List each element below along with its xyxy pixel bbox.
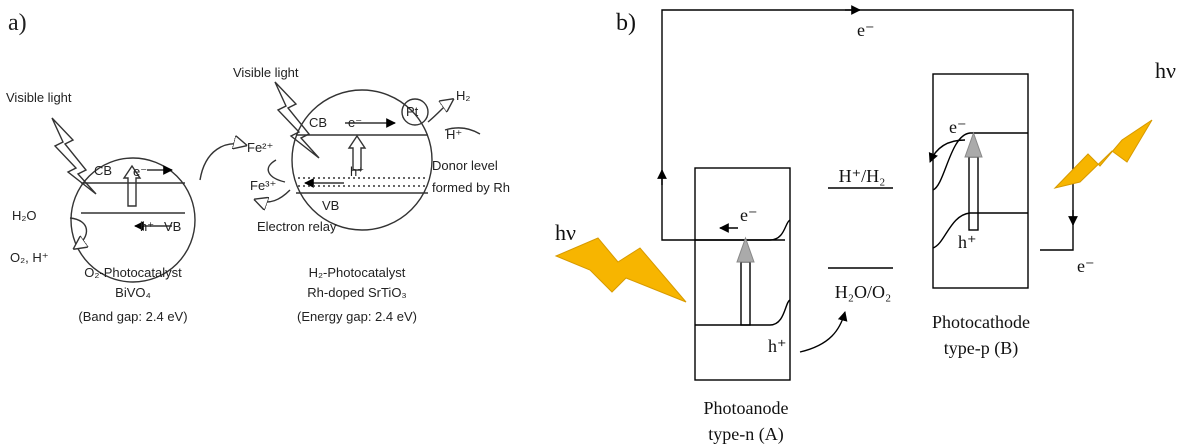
shape-rect — [933, 74, 1028, 288]
text: Fe³⁺ — [250, 178, 276, 193]
text: type-n (A) — [708, 424, 783, 445]
text: VB — [322, 198, 339, 213]
text: VB — [164, 219, 181, 234]
text: hν — [555, 220, 576, 245]
shape-path — [662, 10, 1073, 250]
text: H⁺ — [446, 127, 462, 142]
text: e⁻ — [949, 117, 967, 137]
shape-polygon — [556, 238, 686, 302]
shape-rect — [969, 157, 978, 230]
text: BiVO₄ — [115, 285, 151, 300]
text: (Energy gap: 2.4 eV) — [297, 309, 417, 324]
text: H⁺/H₂ — [839, 166, 886, 186]
panel-b: b) e⁻ hν hν e⁻ h⁺ H⁺/H₂ H₂O/O₂ e⁻ h⁺ e⁻ … — [555, 10, 1176, 445]
shape-polygon — [1055, 120, 1152, 188]
text: H₂O — [12, 208, 37, 223]
text: h⁺ — [140, 219, 154, 234]
text: Photocathode — [932, 312, 1030, 332]
text: H₂-Photocatalyst — [309, 265, 406, 280]
shape-polygon — [965, 133, 982, 157]
text: e⁻ — [348, 115, 362, 130]
text: Fe²⁺ — [247, 140, 273, 155]
text: Visible light — [6, 90, 72, 105]
panel-label: a) — [8, 10, 27, 36]
text: CB — [94, 163, 112, 178]
text: Electron relay — [257, 219, 337, 234]
text: H₂ — [456, 88, 470, 103]
text: h⁺ — [958, 232, 977, 252]
text: type-p (B) — [944, 338, 1018, 359]
text: e⁻ — [740, 205, 758, 225]
shape-path — [428, 100, 452, 122]
text: h⁺ — [768, 336, 787, 356]
panel-a: a) Visible light CB e⁻ h⁺ VB H₂O O₂, H⁺ … — [6, 10, 510, 324]
shape-polygon — [737, 238, 754, 262]
shape-rect — [741, 262, 750, 325]
shape-path — [800, 312, 845, 352]
text: O₂-Photocatalyst — [84, 265, 182, 280]
shape-path — [200, 144, 245, 180]
figure: a) Visible light CB e⁻ h⁺ VB H₂O O₂, H⁺ … — [0, 0, 1186, 447]
text: formed by Rh — [432, 180, 510, 195]
text: CB — [309, 115, 327, 130]
shape-path — [695, 300, 790, 325]
text: h⁺ — [350, 164, 364, 179]
text: H₂O/O₂ — [835, 282, 892, 302]
shape-path — [933, 213, 1028, 248]
text: Photoanode — [704, 398, 789, 418]
panel-label: b) — [616, 10, 636, 36]
text: e⁻ — [133, 164, 147, 179]
shape-path — [933, 133, 1028, 190]
text: Donor level — [432, 158, 498, 173]
text: e⁻ — [1077, 256, 1095, 276]
shape-path — [930, 140, 965, 162]
text: O₂, H⁺ — [10, 250, 49, 265]
text: (Band gap: 2.4 eV) — [78, 309, 187, 324]
text: e⁻ — [857, 20, 875, 40]
text: Visible light — [233, 65, 299, 80]
text: Rh-doped SrTiO₃ — [307, 285, 406, 300]
text: Pt — [406, 104, 419, 119]
text: hν — [1155, 58, 1176, 83]
